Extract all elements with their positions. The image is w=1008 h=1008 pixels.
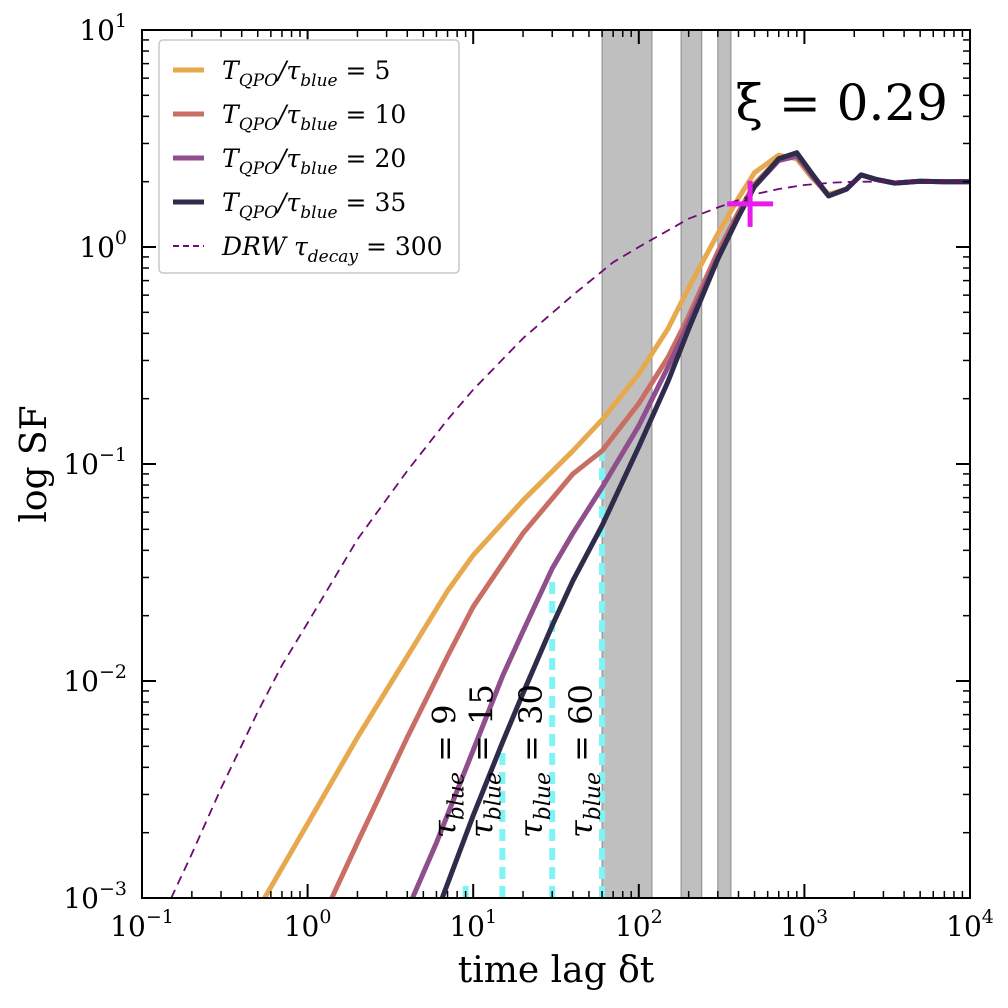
y-tick-label: 10−3 (63, 878, 127, 915)
tau-label-eq: = 30 (512, 684, 550, 772)
tick-exp: 0 (319, 906, 331, 928)
tau-label-main: τ (426, 819, 464, 838)
tick-base: 10 (79, 14, 115, 47)
x-tick-label: 103 (781, 906, 829, 943)
tau-label-9: τblue = 9 (426, 704, 470, 838)
legend-mid: /τ (276, 188, 301, 217)
tau-label-main: τ (512, 819, 550, 838)
tau-label-eq: = 15 (462, 684, 500, 772)
x-tick-label: 102 (615, 906, 663, 943)
plot-frame (141, 29, 971, 899)
x-axis-label: time lag δt (458, 950, 655, 991)
tick-exp: −1 (99, 444, 127, 466)
tau-label-60: τblue = 60 (562, 684, 606, 838)
y-tick-label: 101 (79, 10, 127, 47)
tau-label-15: τblue = 15 (462, 684, 506, 838)
legend-sub2: blue (300, 159, 337, 179)
tau-label-eq: = 9 (426, 704, 464, 772)
x-tick-label: 104 (946, 906, 994, 943)
legend-label-1: TQPO/τblue = 10 (222, 100, 406, 135)
tick-base: 10 (79, 231, 115, 264)
tick-base: 10 (63, 665, 99, 698)
legend-eq: = 300 (358, 232, 443, 261)
shaded-bands (601, 30, 732, 898)
shaded-band-1 (680, 30, 703, 898)
legend-label-2: TQPO/τblue = 20 (222, 144, 406, 179)
legend-box (158, 39, 460, 274)
legend-sub: QPO (239, 115, 278, 135)
legend-mid: /τ (276, 144, 301, 173)
tick-exp: 4 (982, 906, 994, 928)
shaded-band-0 (601, 30, 653, 898)
tau-label-sub: blue (481, 772, 506, 820)
tau-label-main: τ (562, 819, 600, 838)
tick-base: 10 (110, 910, 146, 943)
legend-eq: = 10 (338, 100, 407, 129)
xi-annotation: ξ = 0.29 (735, 74, 948, 132)
legend-eq: = 35 (338, 188, 407, 217)
tick-exp: 3 (816, 906, 828, 928)
x-tick-label: 100 (284, 906, 332, 943)
tau-label-sub: blue (531, 772, 556, 820)
y-tick-label: 10−1 (63, 444, 127, 481)
legend-main: T (222, 188, 241, 217)
y-tick-label: 10−2 (63, 661, 127, 698)
y-tick-label: 100 (79, 227, 127, 264)
x-tick-label: 10−1 (110, 906, 174, 943)
legend-label-3: TQPO/τblue = 35 (222, 188, 406, 223)
tick-base: 10 (449, 910, 485, 943)
tick-exp: −1 (146, 906, 174, 928)
axis-ticks (141, 29, 971, 899)
shaded-band-2 (717, 30, 732, 898)
tick-base: 10 (284, 910, 320, 943)
legend-label-0: TQPO/τblue = 5 (222, 56, 390, 91)
tick-exp: 0 (115, 227, 127, 249)
legend-main: T (222, 100, 241, 129)
tau-label-eq: = 60 (562, 684, 600, 772)
legend-label-4: DRW τdecay = 300 (221, 232, 443, 267)
tick-base: 10 (781, 910, 817, 943)
legend-sub: decay (308, 247, 359, 267)
tick-base: 10 (63, 448, 99, 481)
series-lines (170, 150, 970, 898)
legend-main: T (222, 56, 241, 85)
tick-base: 10 (63, 882, 99, 915)
tick-base: 10 (946, 910, 982, 943)
legend-eq: = 5 (338, 56, 391, 85)
tick-exp: 1 (485, 906, 497, 928)
legend-sub2: blue (300, 71, 337, 91)
legend-sub: QPO (239, 71, 278, 91)
tick-exp: −2 (99, 661, 127, 683)
legend-sub2: blue (300, 203, 337, 223)
x-tick-label: 101 (449, 906, 497, 943)
cross-marker (727, 180, 774, 227)
tick-exp: 2 (651, 906, 663, 928)
legend-sub2: blue (300, 115, 337, 135)
tick-exp: −3 (99, 878, 127, 900)
legend-mid: /τ (276, 100, 301, 129)
tick-exp: 1 (115, 10, 127, 32)
tau-label-sub: blue (445, 772, 470, 820)
tau-label-30: τblue = 30 (512, 684, 556, 838)
tau-label-main: τ (462, 819, 500, 838)
legend-sub: QPO (239, 159, 278, 179)
tick-base: 10 (615, 910, 651, 943)
y-axis-label: log SF (14, 405, 55, 522)
legend-sub: QPO (239, 203, 278, 223)
tau-label-sub: blue (581, 772, 606, 820)
legend-main: DRW τ (221, 232, 309, 261)
legend-main: T (222, 144, 241, 173)
legend-eq: = 20 (338, 144, 407, 173)
legend-mid: /τ (276, 56, 301, 85)
series-line-4 (170, 180, 970, 898)
